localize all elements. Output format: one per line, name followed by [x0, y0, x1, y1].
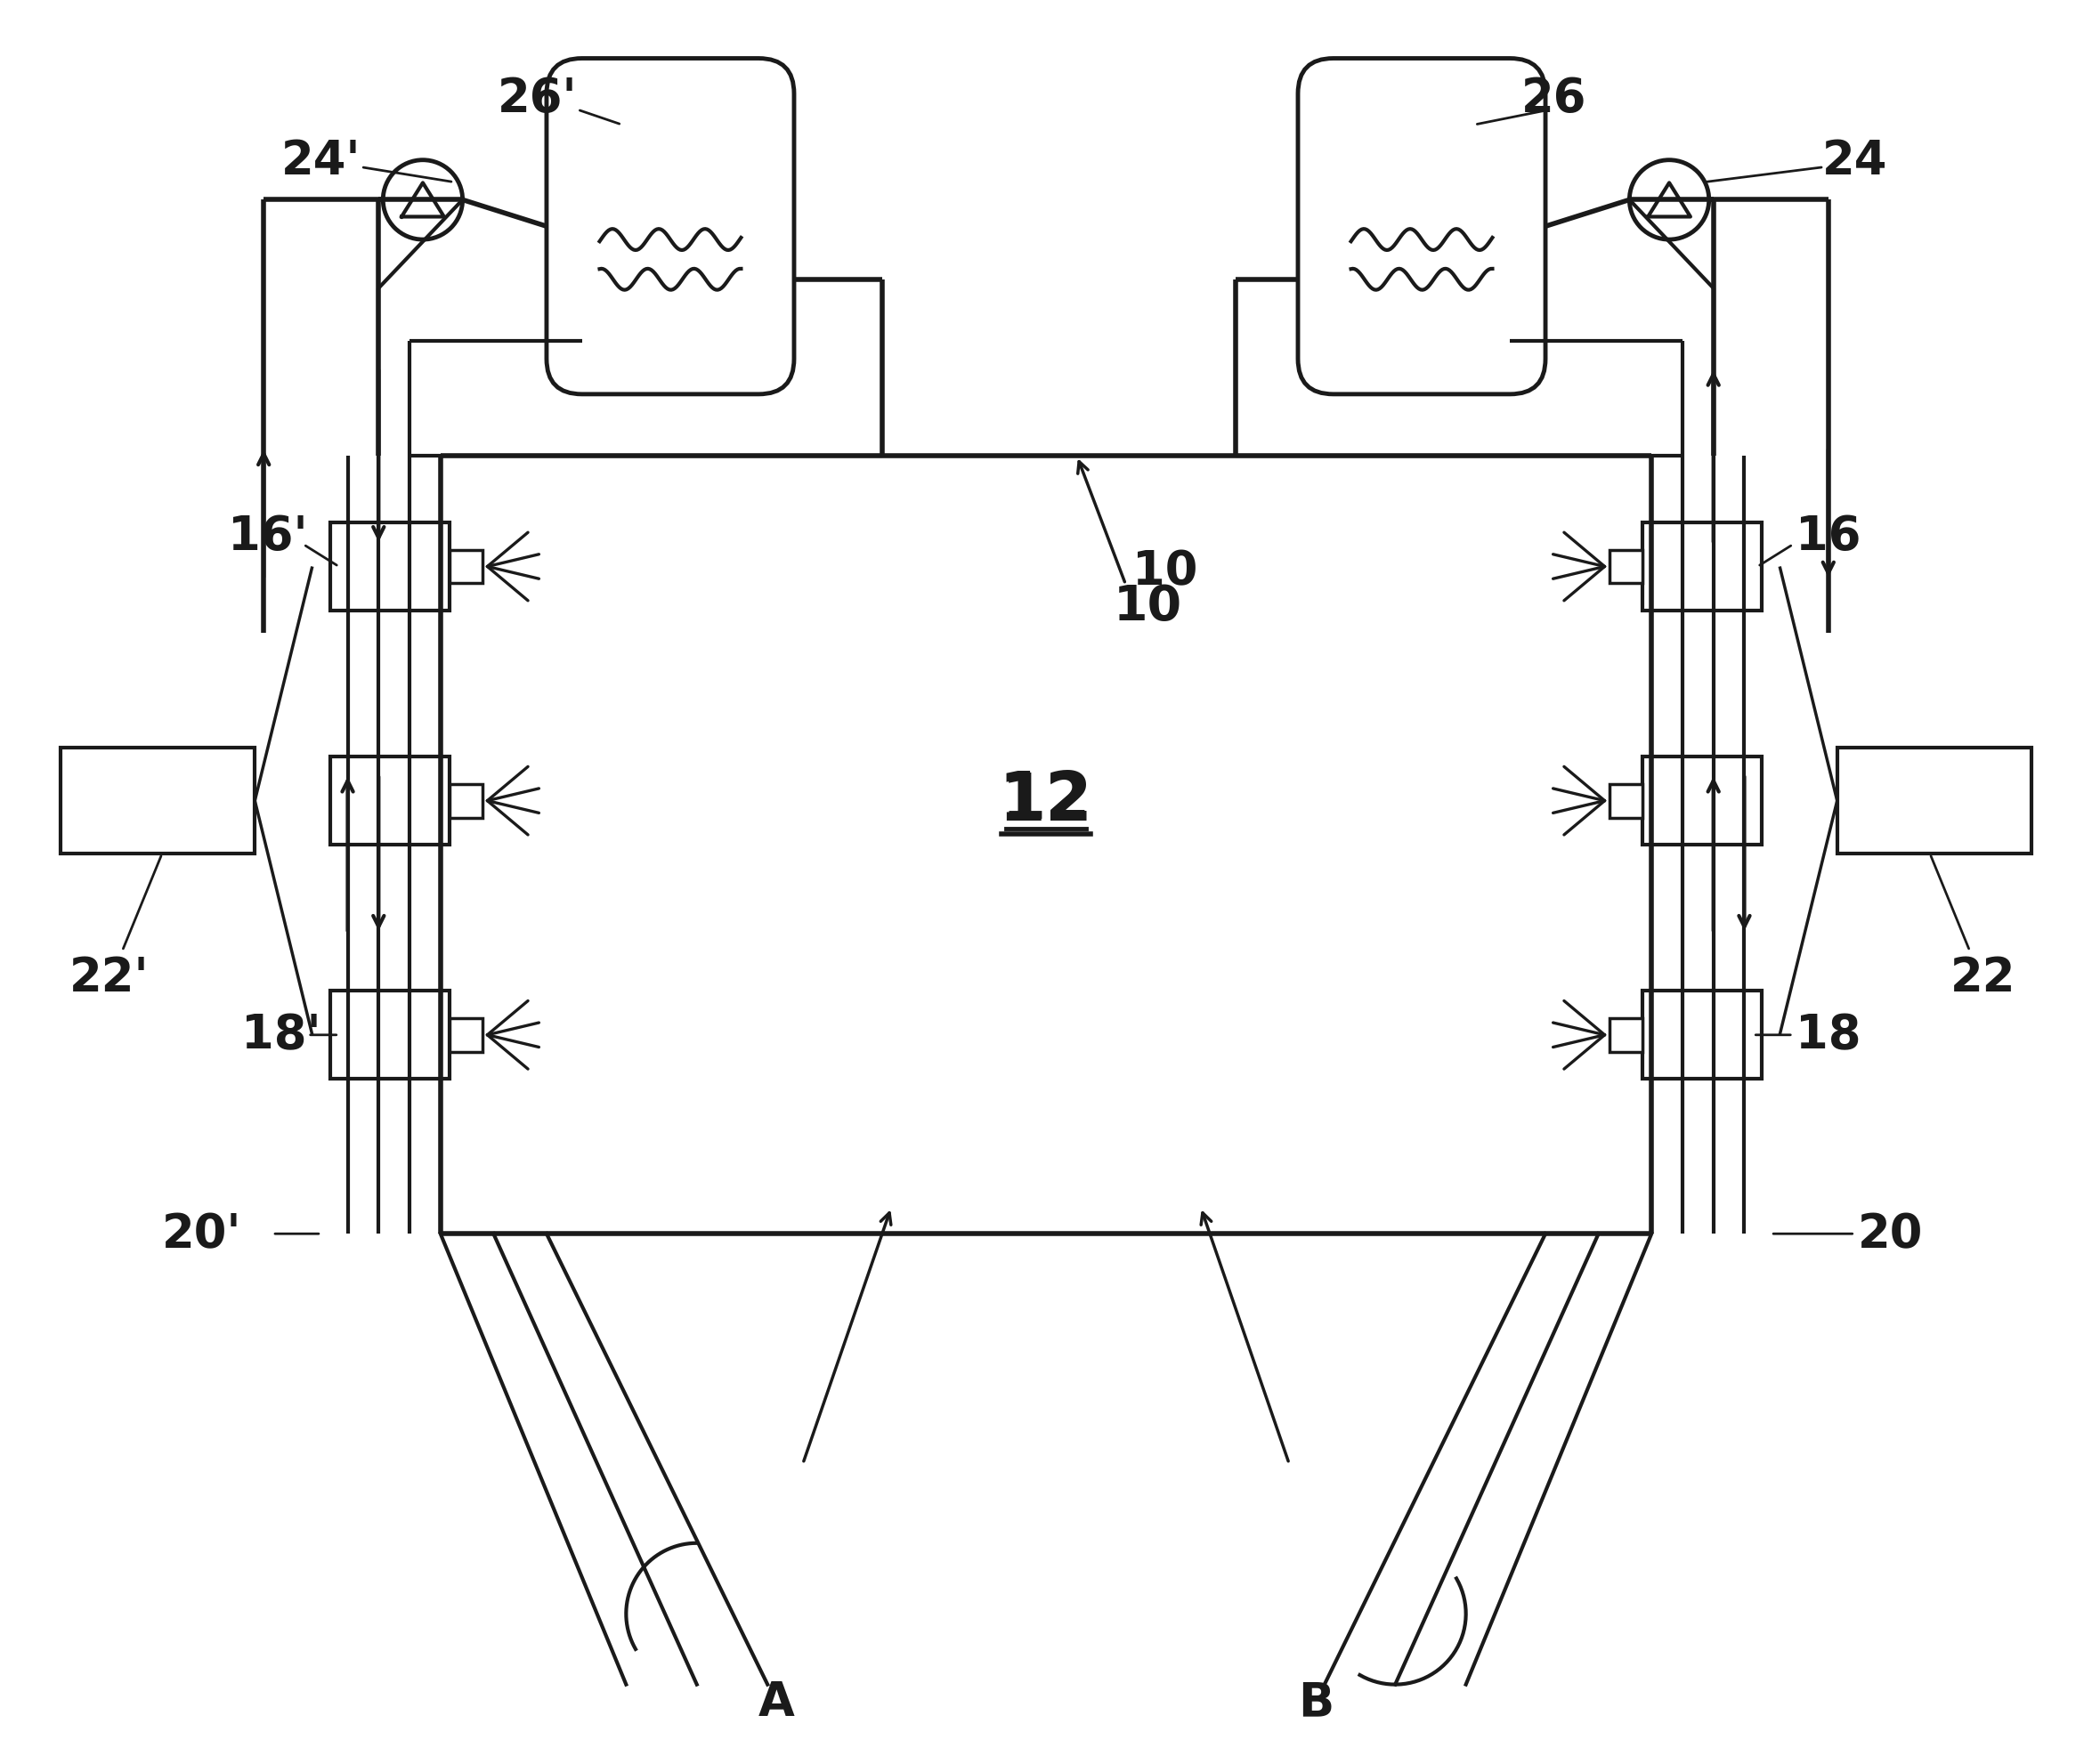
Text: 26: 26: [1521, 76, 1588, 122]
Text: 20: 20: [1858, 1210, 1923, 1258]
Text: 18': 18': [241, 1013, 322, 1058]
Text: 26': 26': [498, 76, 577, 122]
Bar: [1642, 991, 1761, 1080]
Text: 10: 10: [1132, 549, 1199, 594]
Bar: [331, 522, 450, 612]
Text: 24: 24: [1822, 138, 1887, 183]
Text: 12: 12: [1002, 771, 1090, 833]
Text: 24': 24': [280, 138, 362, 183]
Bar: [1837, 748, 2031, 854]
Text: A: A: [757, 1679, 795, 1725]
FancyBboxPatch shape: [1297, 60, 1546, 395]
Bar: [1609, 785, 1642, 818]
Bar: [450, 550, 483, 584]
FancyBboxPatch shape: [546, 60, 795, 395]
Bar: [331, 991, 450, 1080]
Text: 16: 16: [1795, 513, 1862, 559]
Text: B: B: [1297, 1679, 1333, 1725]
Bar: [1642, 522, 1761, 612]
Bar: [450, 1018, 483, 1051]
Bar: [1609, 1018, 1642, 1051]
Bar: [1609, 550, 1642, 584]
Bar: [450, 785, 483, 818]
Text: 16': 16': [228, 513, 308, 559]
Text: 22: 22: [1950, 954, 2017, 1000]
Text: 22': 22': [69, 954, 149, 1000]
Bar: [61, 748, 255, 854]
Text: 12: 12: [998, 769, 1094, 834]
Bar: [331, 757, 450, 845]
Bar: [1642, 757, 1761, 845]
Text: 10: 10: [1113, 582, 1182, 632]
Text: 18: 18: [1795, 1013, 1862, 1058]
Text: 20': 20': [161, 1210, 243, 1258]
